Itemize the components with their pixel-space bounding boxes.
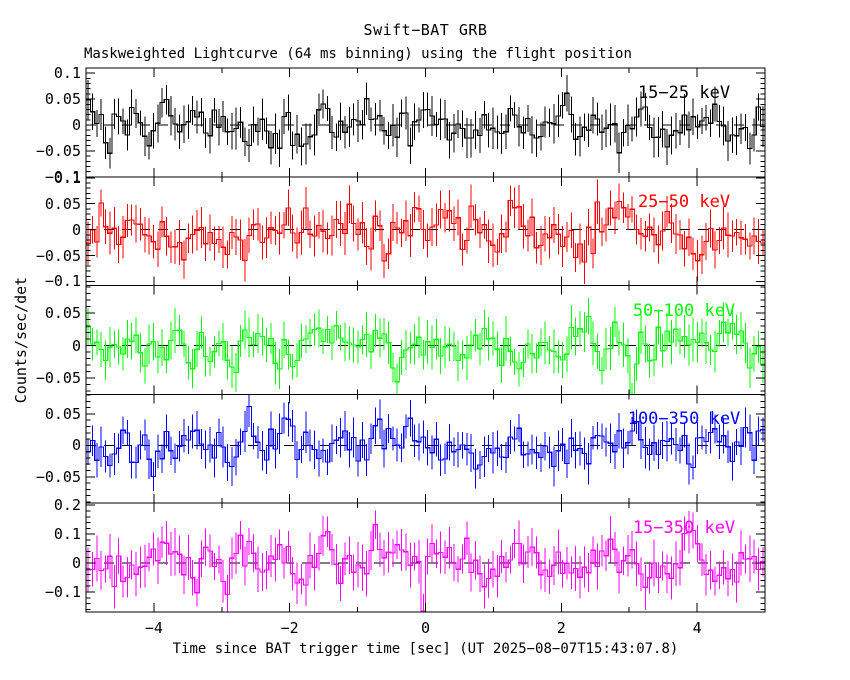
y-tick-label: −0.1 (44, 583, 81, 602)
band-label: 15−350 keV (632, 518, 736, 539)
y-tick-label: 0.1 (53, 168, 81, 187)
band-label: 15−25 keV (637, 83, 731, 103)
lightcurve-step (86, 200, 765, 263)
y-tick-label: 0.1 (53, 525, 81, 544)
y-tick-label: 0.05 (44, 194, 81, 213)
x-tick-label: −2 (280, 619, 299, 637)
y-tick-label: −0.1 (44, 272, 81, 291)
lightcurve-step (86, 92, 765, 154)
y-tick-label: −0.05 (35, 141, 81, 160)
y-tick-label: 0 (71, 554, 81, 573)
y-tick-label: 0.2 (53, 496, 81, 515)
y-tick-label: −0.05 (35, 369, 81, 388)
y-tick-label: −0.05 (35, 246, 81, 265)
panel-ticks-1 (86, 176, 765, 286)
y-tick-label: 0 (71, 220, 81, 239)
lightcurve-step (86, 405, 765, 478)
figure-subtitle: Maskweighted Lightcurve (64 ms binning) … (84, 46, 632, 62)
band-label: 100−350 keV (627, 409, 741, 430)
lightcurve-step (86, 524, 765, 612)
panel-ticks-4 (86, 503, 765, 612)
figure-title: Swift−BAT GRB (363, 21, 488, 39)
lightcurve-step (86, 315, 765, 395)
x-tick-label: 0 (420, 619, 431, 637)
panel-ticks-3 (86, 394, 765, 504)
band-label: 50−100 keV (632, 300, 736, 321)
panel-data-1 (86, 179, 765, 284)
panel-data-2 (86, 298, 765, 395)
panel-data-4 (86, 510, 765, 613)
panel-data-0 (86, 74, 765, 173)
x-tick-label: 2 (556, 619, 566, 637)
y-tick-label: 0.05 (44, 404, 81, 423)
y-tick-label: 0 (71, 336, 81, 355)
y-tick-label: 0.05 (44, 303, 81, 322)
y-tick-label: 0.1 (53, 64, 81, 83)
y-tick-label: 0 (71, 115, 81, 134)
band-label: 25−50 keV (637, 191, 731, 212)
y-tick-label: −0.05 (35, 467, 81, 486)
panel-ticks-2 (86, 285, 765, 395)
plot-frame (85, 67, 766, 613)
x-tick-label: 4 (692, 619, 702, 637)
y-tick-label: −0.1 (44, 167, 81, 186)
x-axis-label: Time since BAT trigger time [sec] (UT 20… (172, 641, 679, 657)
y-tick-label: 0.05 (44, 90, 81, 109)
x-tick-label: −4 (144, 619, 163, 637)
y-tick-label: 0 (71, 436, 81, 455)
